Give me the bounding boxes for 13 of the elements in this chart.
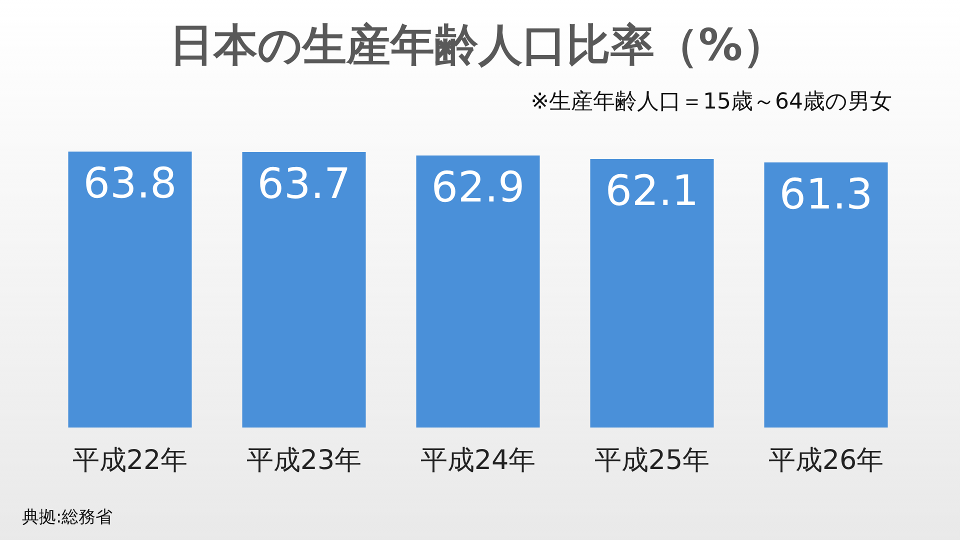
text: ※生産年齢人口＝15歳～64歳の男女 bbox=[530, 90, 892, 115]
x-tick-label: 平成25年 bbox=[594, 444, 710, 476]
text: 典拠:総務省 bbox=[22, 507, 113, 528]
data-label: 61.3 bbox=[779, 169, 873, 218]
x-tick-label: 平成22年 bbox=[72, 444, 188, 476]
data-label: 62.9 bbox=[431, 162, 525, 212]
chart-title: 日本の生産年齢人口比率（%） bbox=[169, 20, 787, 71]
x-tick-label: 平成23年 bbox=[246, 444, 362, 476]
data-label: 62.1 bbox=[605, 166, 699, 215]
x-tick-label: 平成24年 bbox=[420, 444, 536, 476]
x-tick-label: 平成26年 bbox=[768, 444, 884, 476]
data-label: 63.8 bbox=[83, 158, 177, 208]
data-label: 63.7 bbox=[257, 158, 351, 208]
